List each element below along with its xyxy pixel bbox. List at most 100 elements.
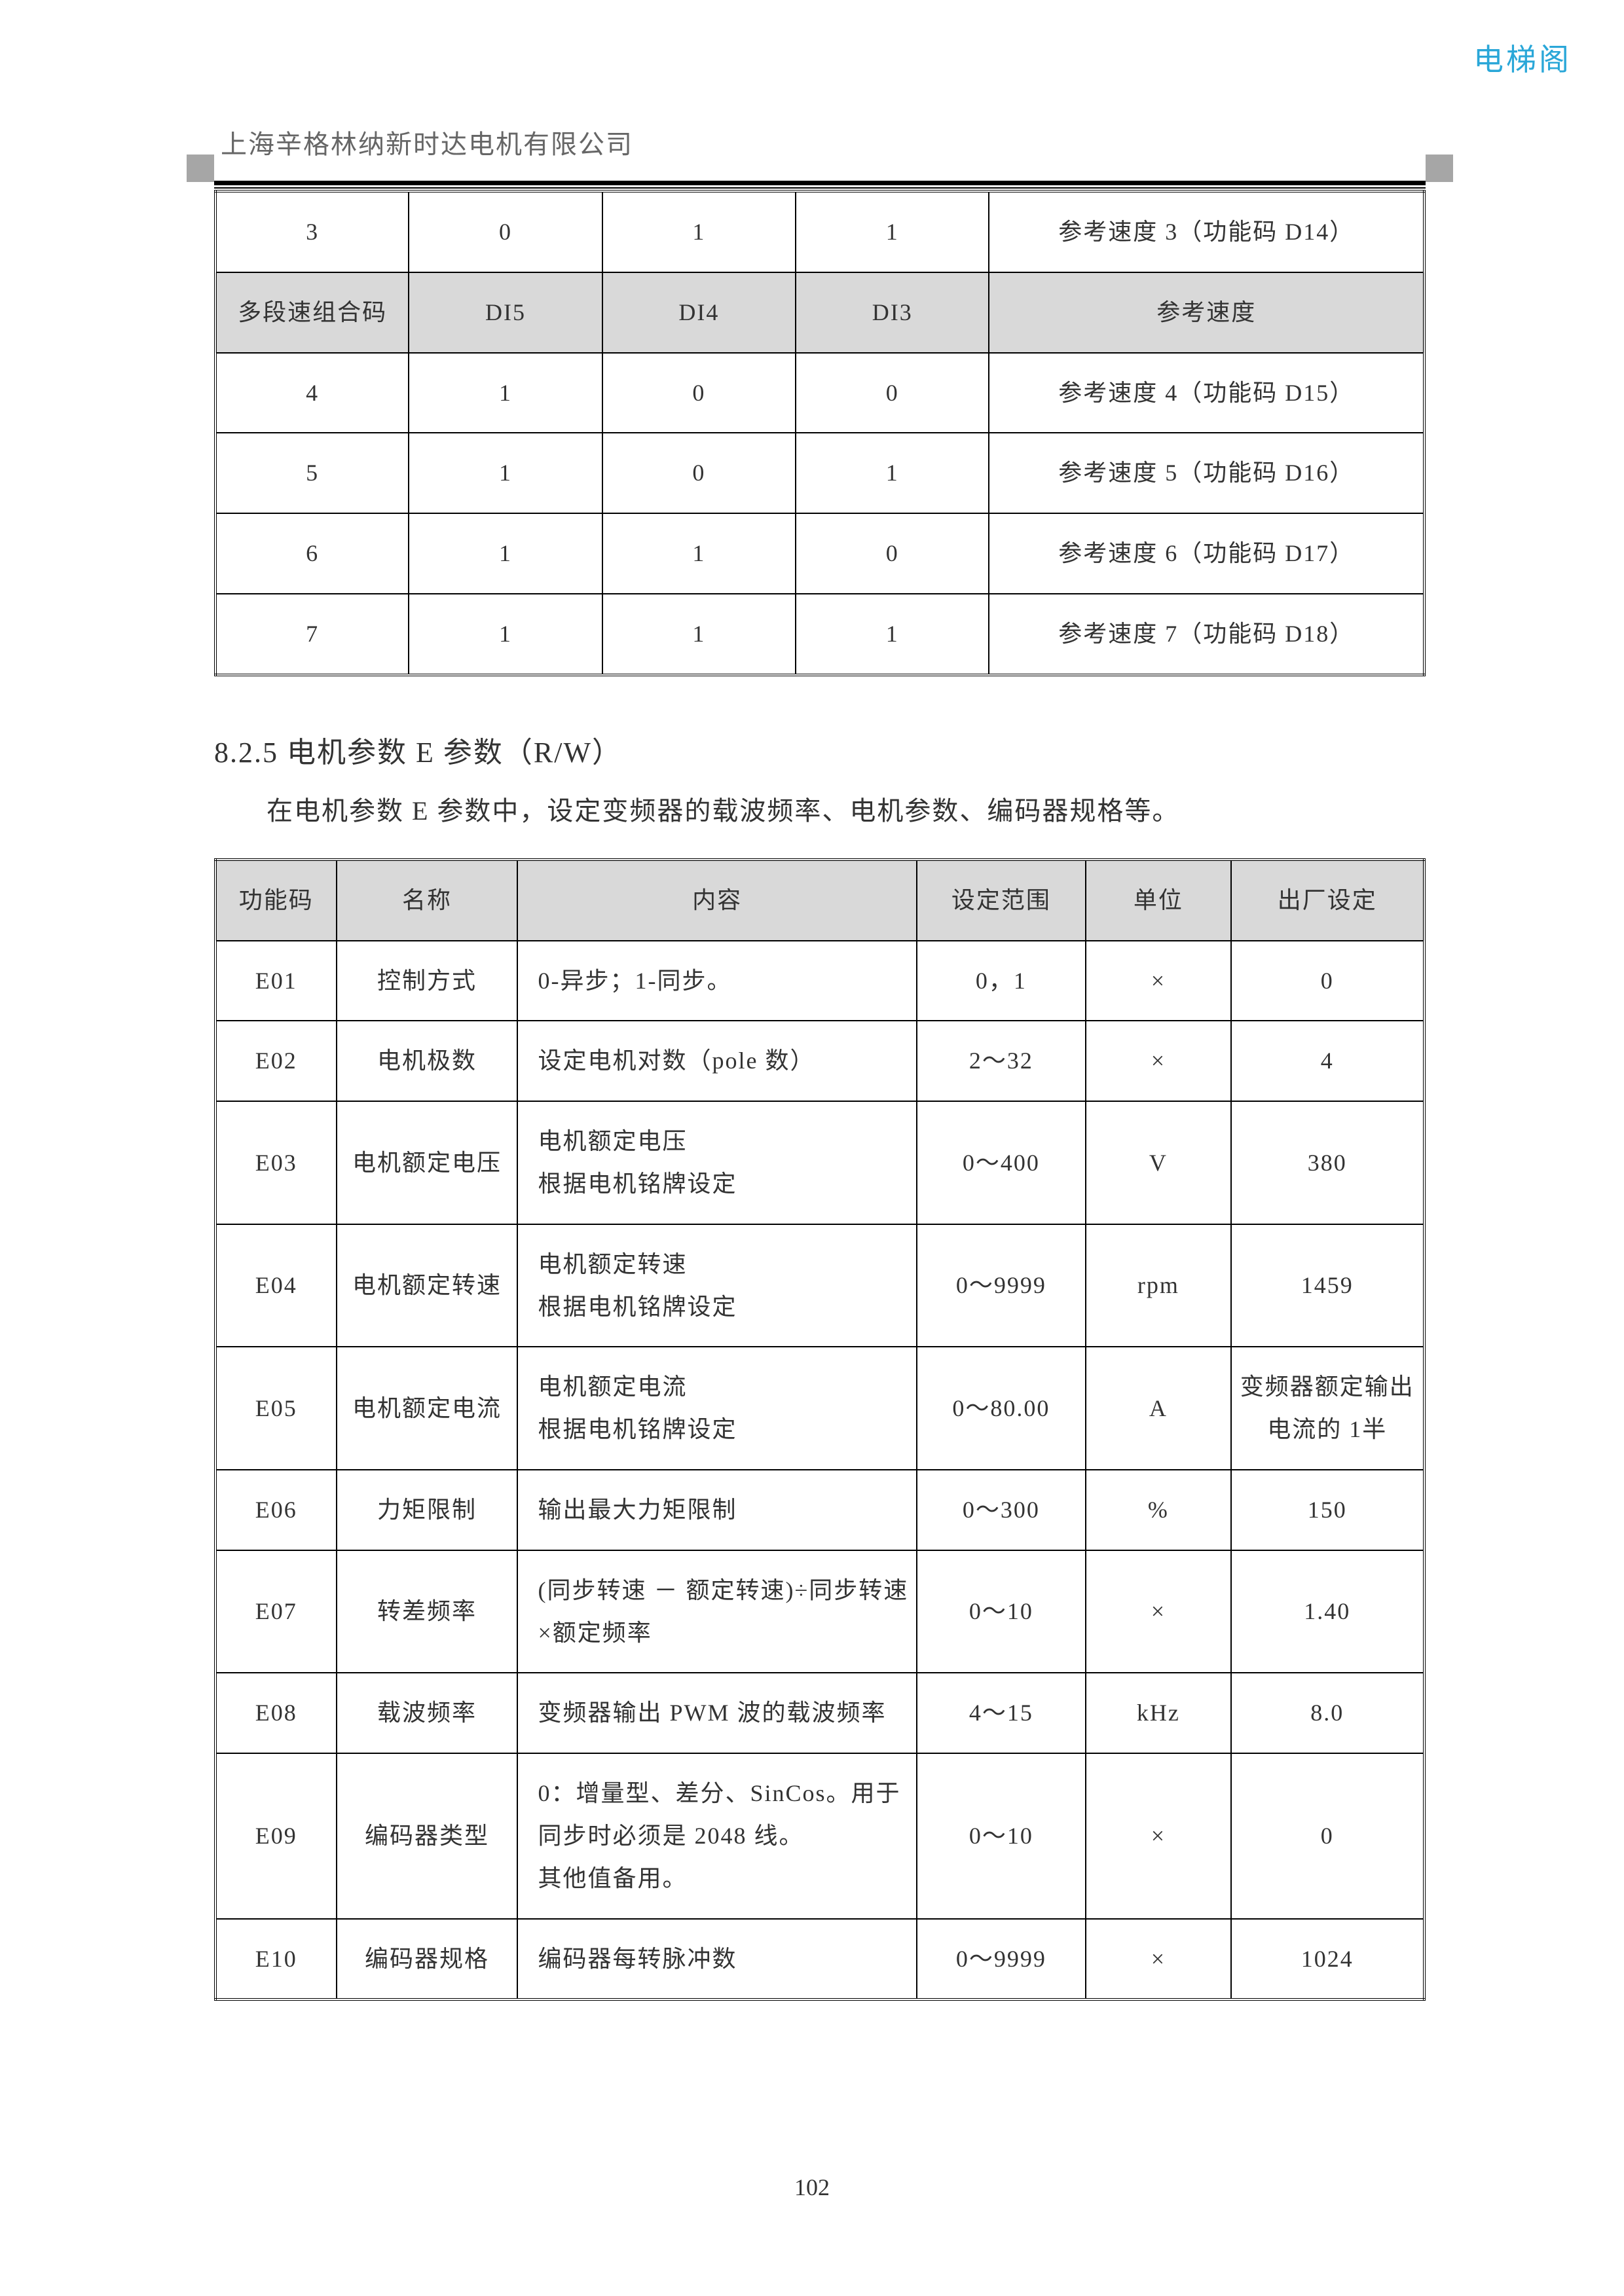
table-cell: 1024: [1231, 1919, 1424, 2000]
table-cell: ×: [1086, 1550, 1231, 1673]
table-cell: 参考速度 7（功能码 D18）: [989, 594, 1424, 675]
table-cell: 5: [215, 433, 409, 513]
table-cell: 电机额定转速根据电机铭牌设定: [517, 1224, 916, 1347]
table-cell: 参考速度 6（功能码 D17）: [989, 513, 1424, 594]
table-cell: 输出最大力矩限制: [517, 1470, 916, 1550]
table-cell: 1: [796, 594, 989, 675]
table-cell: 0～10: [917, 1753, 1086, 1918]
table-cell: E01: [215, 941, 337, 1021]
table-cell: 0: [796, 513, 989, 594]
table-cell: 编码器类型: [337, 1753, 518, 1918]
header-ornament-left: [187, 155, 214, 182]
table-cell: 编码器每转脉冲数: [517, 1919, 916, 2000]
table-cell: 0～10: [917, 1550, 1086, 1673]
table-cell: 1: [409, 433, 602, 513]
table-cell: 0～400: [917, 1101, 1086, 1224]
table-cell: A: [1086, 1347, 1231, 1470]
table-header-cell: 内容: [517, 860, 916, 941]
table-cell: 电机额定电流: [337, 1347, 518, 1470]
watermark: 电梯阁: [1473, 36, 1572, 79]
page-content: 3011参考速度 3（功能码 D14）多段速组合码DI5DI4DI3参考速度41…: [214, 182, 1426, 2001]
table-header-cell: 设定范围: [917, 860, 1086, 941]
table-cell: 0～9999: [917, 1919, 1086, 2000]
table-cell: %: [1086, 1470, 1231, 1550]
table-cell: 6: [215, 513, 409, 594]
table-cell: 0: [602, 433, 796, 513]
table-cell: E08: [215, 1673, 337, 1753]
table-cell: 0～9999: [917, 1224, 1086, 1347]
table-cell: 0-异步；1-同步。: [517, 941, 916, 1021]
table-cell: 4: [1231, 1021, 1424, 1101]
table-cell: 7: [215, 594, 409, 675]
table-cell: 0: [1231, 941, 1424, 1021]
table-cell: ×: [1086, 1021, 1231, 1101]
table-cell: 3: [215, 191, 409, 272]
table-cell: 0～80.00: [917, 1347, 1086, 1470]
table-header-cell: 多段速组合码: [215, 272, 409, 353]
table-cell: 380: [1231, 1101, 1424, 1224]
section-heading: 8.2.5 电机参数 E 参数（R/W）: [214, 729, 1426, 771]
table-cell: ×: [1086, 1753, 1231, 1918]
header-rule: [214, 181, 1426, 189]
table-cell: 电机额定转速: [337, 1224, 518, 1347]
table-header-cell: 单位: [1086, 860, 1231, 941]
table-cell: E06: [215, 1470, 337, 1550]
table-header-cell: DI3: [796, 272, 989, 353]
table-cell: E05: [215, 1347, 337, 1470]
table-cell: 0～300: [917, 1470, 1086, 1550]
table-cell: 1: [602, 191, 796, 272]
company-name: 上海辛格林纳新时达电机有限公司: [221, 123, 633, 161]
table-cell: 1: [796, 191, 989, 272]
table-header-cell: 出厂设定: [1231, 860, 1424, 941]
table-header-cell: DI5: [409, 272, 602, 353]
table-header-cell: 功能码: [215, 860, 337, 941]
table-cell: 载波频率: [337, 1673, 518, 1753]
table-cell: 力矩限制: [337, 1470, 518, 1550]
table-cell: 1: [602, 594, 796, 675]
table-cell: 编码器规格: [337, 1919, 518, 2000]
table-cell: V: [1086, 1101, 1231, 1224]
section-number: 8.2.5: [214, 737, 278, 769]
table-header-cell: 参考速度: [989, 272, 1424, 353]
table-cell: 1459: [1231, 1224, 1424, 1347]
table-cell: E02: [215, 1021, 337, 1101]
table-cell: 4: [215, 353, 409, 433]
motor-parameter-table: 功能码名称内容设定范围单位出厂设定E01控制方式0-异步；1-同步。0，1×0E…: [214, 858, 1426, 2001]
table-cell: 电机额定电压根据电机铭牌设定: [517, 1101, 916, 1224]
table-cell: 1: [602, 513, 796, 594]
table-cell: 0: [409, 191, 602, 272]
table-cell: 电机额定电流根据电机铭牌设定: [517, 1347, 916, 1470]
page-header: 上海辛格林纳新时达电机有限公司: [214, 123, 1426, 182]
table-cell: 参考速度 5（功能码 D16）: [989, 433, 1424, 513]
table-cell: 0: [602, 353, 796, 433]
table-cell: 变频器输出 PWM 波的载波频率: [517, 1673, 916, 1753]
table-cell: 0：增量型、差分、SinCos。用于同步时必须是 2048 线。其他值备用。: [517, 1753, 916, 1918]
table-cell: E04: [215, 1224, 337, 1347]
table-cell: E07: [215, 1550, 337, 1673]
table-header-cell: 名称: [337, 860, 518, 941]
document-page: 上海辛格林纳新时达电机有限公司 3011参考速度 3（功能码 D14）多段速组合…: [214, 123, 1426, 2001]
table-cell: 1: [796, 433, 989, 513]
multi-speed-table: 3011参考速度 3（功能码 D14）多段速组合码DI5DI4DI3参考速度41…: [214, 190, 1426, 676]
table-cell: 设定电机对数（pole 数）: [517, 1021, 916, 1101]
table-cell: 控制方式: [337, 941, 518, 1021]
table-cell: E09: [215, 1753, 337, 1918]
table-cell: 电机额定电压: [337, 1101, 518, 1224]
page-number: 102: [0, 2174, 1624, 2201]
table-cell: kHz: [1086, 1673, 1231, 1753]
table-cell: 0，1: [917, 941, 1086, 1021]
table-cell: ×: [1086, 941, 1231, 1021]
table-header-cell: DI4: [602, 272, 796, 353]
section-paragraph: 在电机参数 E 参数中，设定变频器的载波频率、电机参数、编码器规格等。: [214, 790, 1426, 832]
table-cell: 1: [409, 513, 602, 594]
table-cell: 4～15: [917, 1673, 1086, 1753]
table-cell: 0: [1231, 1753, 1424, 1918]
table-cell: 电机极数: [337, 1021, 518, 1101]
table-cell: ×: [1086, 1919, 1231, 2000]
table-cell: E03: [215, 1101, 337, 1224]
table-cell: 参考速度 4（功能码 D15）: [989, 353, 1424, 433]
table-cell: 150: [1231, 1470, 1424, 1550]
table-cell: 1: [409, 594, 602, 675]
section-title-text: 电机参数 E 参数（R/W）: [287, 737, 622, 769]
table-cell: (同步转速 － 额定转速)÷同步转速×额定频率: [517, 1550, 916, 1673]
